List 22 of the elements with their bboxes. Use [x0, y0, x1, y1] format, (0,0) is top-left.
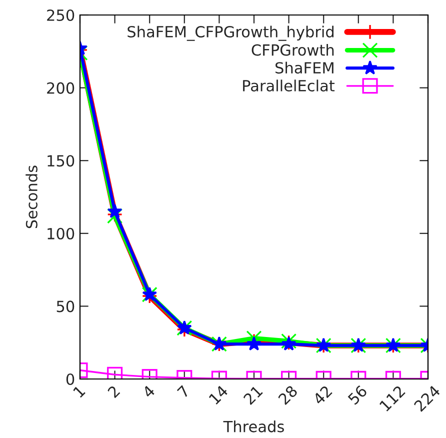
x-tick-label: 112	[379, 385, 406, 412]
x-tick-label: 56	[347, 384, 368, 406]
x-tick-label: 2	[107, 385, 120, 398]
x-tick-label: 21	[242, 385, 263, 406]
x-tick-label: 14	[208, 384, 228, 405]
x-axis-title: Threads	[223, 420, 284, 432]
y-tick-label: 100	[48, 228, 74, 240]
legend-label: ShaFEM_CFPGrowth_hybrid	[128, 26, 334, 41]
y-axis-title: Seconds	[26, 166, 38, 228]
x-tick-label: 7	[176, 385, 190, 398]
legend-label: ParallelEclat	[243, 80, 335, 92]
y-tick-label: 0	[66, 373, 74, 386]
y-tick-label: 250	[47, 9, 74, 22]
legend-label: CFPGrowth	[252, 44, 334, 56]
y-tick-label: 200	[47, 82, 74, 94]
x-tick-label: 1	[72, 385, 86, 398]
x-tick-label: 42	[312, 385, 332, 406]
y-tick-label: 50	[56, 300, 74, 312]
x-tick-label: 28	[278, 384, 298, 406]
legend-label: ShaFEM	[276, 62, 334, 74]
y-tick-label: 150	[48, 155, 74, 167]
x-tick-label: 4	[142, 384, 156, 398]
